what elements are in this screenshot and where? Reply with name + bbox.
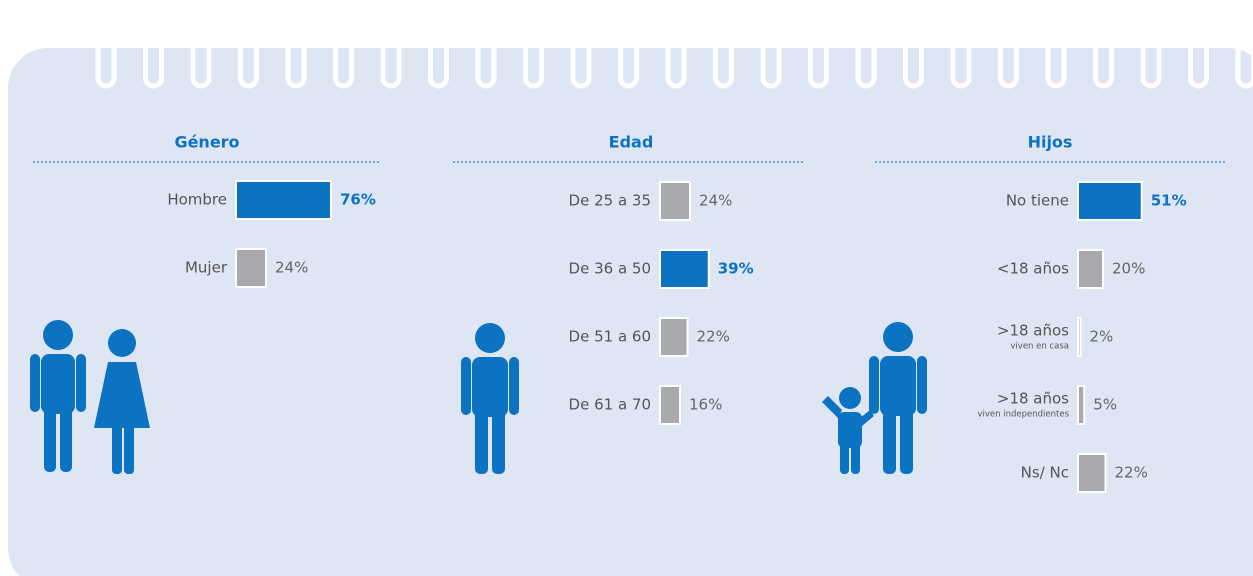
ring [190,17,212,89]
ring [523,17,544,89]
category-label: >18 años [997,322,1069,340]
category-note: viven en casa [1010,342,1069,352]
ring [95,17,117,89]
bar [659,181,691,221]
bar [1077,317,1082,357]
icon-couple [30,320,150,474]
ring [855,17,877,89]
ring [285,17,307,89]
ring [760,17,782,89]
value-label: 24% [275,259,308,277]
ring [1093,17,1114,89]
category-label: >18 años [997,390,1069,408]
value-label: 2% [1090,328,1114,346]
category-label: No tiene [1006,192,1069,210]
category-label: De 61 a 70 [569,396,651,414]
chart-title: Hijos [1028,133,1073,152]
category-label: De 51 a 60 [569,328,651,346]
bar [1077,385,1086,425]
value-label: 39% [718,260,754,278]
category-label: Ns/ Nc [1021,464,1069,482]
ring [333,17,354,89]
category-label: Mujer [185,259,228,277]
ring [1235,17,1253,89]
ring [428,17,449,89]
bar [659,249,710,289]
bar [659,317,689,357]
ring [1140,17,1162,89]
category-label: <18 años [997,260,1069,278]
ring [1188,17,1209,89]
ring [570,17,592,89]
bar [659,385,681,425]
value-label: 20% [1112,260,1145,278]
chart-title: Edad [609,133,654,152]
value-label: 22% [697,328,730,346]
ring [618,17,639,89]
ring [950,17,972,89]
value-label: 5% [1093,396,1117,414]
panel [8,48,1253,576]
bar [1077,181,1143,221]
ring [903,17,924,89]
ring [380,17,402,89]
value-label: 24% [699,192,732,210]
ring [1045,17,1067,89]
icon-person [461,323,519,474]
ring [665,17,687,89]
icon-parent-child [822,322,927,474]
ring [475,17,497,89]
category-note: viven independientes [978,410,1070,420]
ring [238,17,259,89]
bar [1077,453,1107,493]
bar [1077,249,1104,289]
category-label: De 36 a 50 [569,260,651,278]
chart-title: Género [174,133,239,152]
bar [235,248,267,288]
value-label: 51% [1151,192,1187,210]
value-label: 16% [689,396,722,414]
ring [713,17,734,89]
ring [143,17,164,89]
ring [998,17,1019,89]
category-label: Hombre [167,191,227,209]
value-label: 22% [1115,464,1148,482]
ring [808,17,829,89]
binder-rings [95,17,1253,89]
value-label: 76% [340,191,376,209]
bar [235,180,332,220]
category-label: De 25 a 35 [569,192,651,210]
